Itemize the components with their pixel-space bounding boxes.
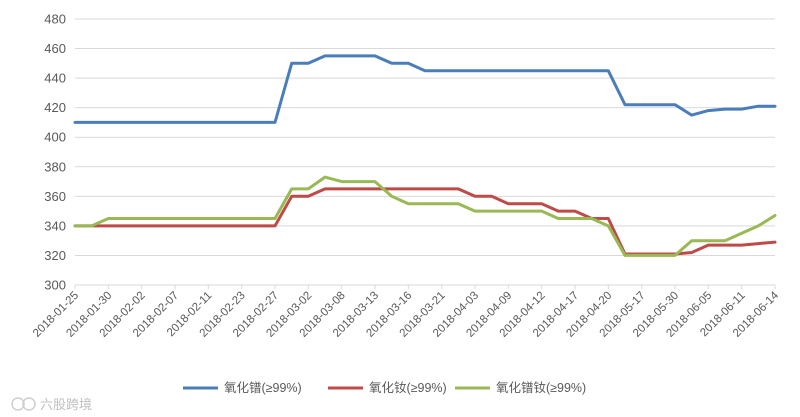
legend-label-3: 氧化镨钕(≥99%) [496, 380, 586, 395]
legend-label-2: 氧化钕(≥99%) [369, 380, 447, 395]
gridlines [75, 18, 775, 286]
series-line-2 [73, 187, 777, 256]
y-tick-label: 320 [44, 248, 66, 263]
watermark-text: 六股跨境 [40, 397, 92, 412]
series-lines [73, 54, 777, 257]
y-tick-label: 440 [44, 71, 66, 86]
legend: 氧化镨(≥99%) 氧化钕(≥99%) 氧化镨钕(≥99%) [183, 380, 586, 395]
y-tick-label: 340 [44, 218, 66, 233]
y-axis-ticks: 300 320 340 360 380 400 420 440 460 480 [44, 12, 66, 293]
y-tick-label: 420 [44, 100, 66, 115]
watermark: 六股跨境 [11, 397, 92, 412]
series-line-3 [73, 175, 777, 257]
series-line-1 [73, 54, 777, 124]
x-axis-ticks: 2018-01-252018-01-302018-02-022018-02-07… [31, 284, 782, 340]
y-tick-label: 360 [44, 189, 66, 204]
brand-logo-icon [11, 397, 36, 411]
y-tick-label: 480 [44, 12, 66, 27]
y-tick-label: 300 [44, 278, 66, 293]
legend-label-1: 氧化镨(≥99%) [224, 380, 302, 395]
y-tick-label: 380 [44, 159, 66, 174]
y-tick-label: 460 [44, 41, 66, 56]
y-tick-label: 400 [44, 130, 66, 145]
